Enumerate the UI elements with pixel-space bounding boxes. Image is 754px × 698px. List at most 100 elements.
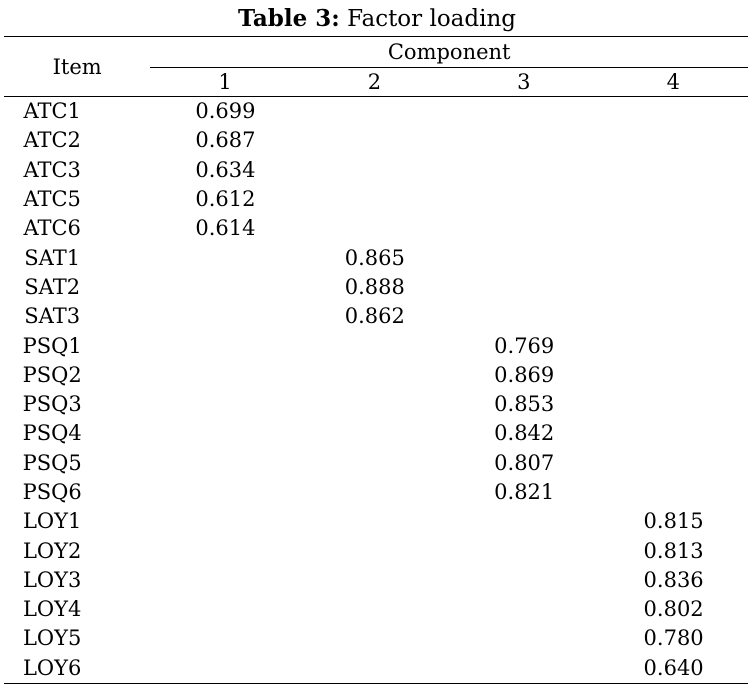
component-2-header: 2	[367, 70, 382, 94]
loading-cell-component-3	[449, 214, 598, 243]
item-cell: ATC3	[23, 157, 81, 182]
loading-cell-component-2	[300, 566, 449, 595]
loading-cell-component-4	[599, 243, 748, 272]
item-cell: LOY3	[22, 567, 82, 592]
header-row-top: Item Component	[4, 36, 748, 79]
loading-cell-component-1	[150, 566, 299, 595]
loading-cell-component-4	[599, 156, 748, 185]
loading-cell-component-3	[449, 156, 598, 185]
component-4-header: 4	[666, 70, 680, 94]
item-cell: LOY4	[22, 597, 82, 622]
loading-cell-component-2	[300, 156, 449, 185]
table-row: PSQ5 0.807	[4, 449, 748, 478]
loading-cell-component-3: 0.807	[494, 450, 555, 475]
loading-cell-component-3	[449, 243, 598, 272]
loading-cell-component-2	[300, 654, 449, 684]
loading-cell-component-3	[449, 595, 598, 624]
component-1-header: 1	[218, 70, 232, 94]
item-cell: PSQ1	[22, 333, 82, 358]
item-cell: PSQ5	[22, 450, 82, 475]
item-cell: PSQ2	[22, 362, 82, 387]
loading-cell-component-4: 0.836	[643, 567, 704, 592]
loading-cell-component-1	[150, 361, 299, 390]
table-row: PSQ4 0.842	[4, 419, 748, 448]
loading-cell-component-4: 0.813	[643, 538, 704, 563]
item-cell: PSQ6	[22, 480, 82, 504]
item-cell: SAT1	[24, 245, 81, 270]
loading-cell-component-4: 0.780	[643, 626, 704, 651]
loading-cell-component-1	[150, 390, 299, 419]
loading-cell-component-1	[150, 507, 299, 536]
table-row: PSQ3 0.853	[4, 390, 748, 419]
loading-cell-component-4	[599, 97, 748, 127]
loading-cell-component-1	[150, 419, 299, 448]
loading-cell-component-2	[300, 595, 449, 624]
loading-cell-component-2	[300, 97, 449, 127]
loading-cell-component-4	[599, 273, 748, 302]
loading-cell-component-2	[300, 331, 449, 360]
loading-cell-component-4	[599, 331, 748, 360]
loading-cell-component-2: 0.865	[344, 245, 405, 270]
loading-cell-component-3: 0.869	[494, 362, 555, 387]
item-cell: ATC5	[23, 187, 81, 212]
loading-cell-component-3	[449, 273, 598, 302]
loading-cell-component-3	[449, 302, 598, 331]
loading-cell-component-1	[150, 654, 299, 684]
item-cell: PSQ3	[22, 392, 82, 417]
loading-cell-component-1	[150, 478, 299, 507]
loading-cell-component-1	[150, 449, 299, 478]
loading-cell-component-3: 0.821	[494, 480, 555, 504]
loading-cell-component-3	[449, 536, 598, 565]
item-cell: ATC1	[23, 99, 81, 124]
loading-cell-component-2	[300, 126, 449, 155]
loading-cell-component-1: 0.699	[195, 99, 256, 124]
loading-cell-component-4: 0.815	[643, 509, 704, 534]
factor-loading-table: Item Component 1 2 3 4 ATC1 0.699 ATC2 0.68…	[4, 36, 748, 684]
loading-cell-component-1	[150, 624, 299, 653]
loading-cell-component-1: 0.614	[195, 216, 256, 241]
table-row: ATC2 0.687	[4, 126, 748, 155]
item-cell: LOY6	[22, 655, 82, 680]
loading-cell-component-2	[300, 390, 449, 419]
loading-cell-component-1	[150, 331, 299, 360]
loading-cell-component-1: 0.687	[195, 128, 256, 153]
loading-cell-component-3	[449, 97, 598, 127]
table-row: SAT3 0.862	[4, 302, 748, 331]
table-row: ATC1 0.699	[4, 97, 748, 127]
loading-cell-component-3	[449, 566, 598, 595]
item-cell: ATC6	[23, 216, 81, 241]
loading-cell-component-3	[449, 507, 598, 536]
component-header-label: Component	[150, 37, 748, 68]
loading-cell-component-2	[300, 449, 449, 478]
table-row: PSQ2 0.869	[4, 361, 748, 390]
loading-cell-component-3	[449, 185, 598, 214]
loading-cell-component-2	[300, 214, 449, 243]
loading-cell-component-2	[300, 419, 449, 448]
loading-cell-component-1: 0.612	[195, 187, 256, 212]
loading-cell-component-1	[150, 273, 299, 302]
loading-cell-component-4	[599, 390, 748, 419]
loading-cell-component-1	[150, 243, 299, 272]
table-row: ATC5 0.612	[4, 185, 748, 214]
table-caption: Table 3: Factor loading	[0, 4, 754, 34]
loading-cell-component-2: 0.888	[344, 274, 405, 299]
item-cell: LOY2	[22, 538, 82, 563]
table-row: PSQ1 0.769	[4, 331, 748, 360]
loading-cell-component-2	[300, 624, 449, 653]
loading-cell-component-2	[300, 536, 449, 565]
item-cell: LOY1	[22, 509, 82, 534]
component-group-header: Component	[150, 37, 748, 68]
item-cell: LOY5	[22, 626, 82, 651]
loading-cell-component-4	[599, 419, 748, 448]
loading-cell-component-4	[599, 214, 748, 243]
table-row: SAT1 0.865	[4, 243, 748, 272]
loading-cell-component-1	[150, 595, 299, 624]
loading-cell-component-2	[300, 507, 449, 536]
table-row: LOY3 0.836	[4, 566, 748, 595]
loading-cell-component-2	[300, 185, 449, 214]
loading-cell-component-3: 0.853	[494, 392, 555, 417]
loading-cell-component-4: 0.802	[643, 597, 704, 622]
table-body: ATC1 0.699 ATC2 0.687 ATC3 0.634 ATC5 0.612 ATC6…	[4, 97, 748, 684]
loading-cell-component-2: 0.862	[344, 304, 405, 329]
